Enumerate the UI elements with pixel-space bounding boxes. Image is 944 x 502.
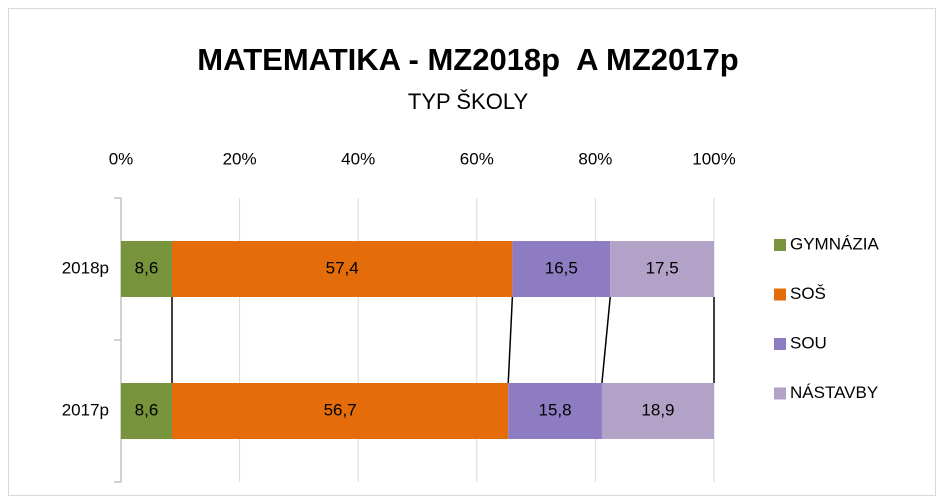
x-tick-label: 80% (578, 149, 612, 168)
data-label: 8,6 (135, 258, 159, 277)
chart-title: MATEMATIKA - MZ2018p A MZ2017p (197, 42, 738, 77)
x-tick-label: 40% (341, 149, 375, 168)
bar-segment (121, 383, 172, 439)
series-line (601, 296, 611, 384)
bar-segment (171, 383, 509, 439)
bar-segment (508, 383, 602, 439)
data-label: 15,8 (539, 400, 572, 419)
legend-swatch (774, 338, 786, 350)
data-label: 17,5 (646, 258, 679, 277)
legend-label: SOU (790, 333, 827, 352)
bar-segment (512, 241, 611, 297)
data-label: 8,6 (135, 400, 159, 419)
bar-segment (171, 241, 513, 297)
series-line (507, 296, 514, 384)
bar-segment (121, 241, 172, 297)
legend-swatch (774, 387, 786, 400)
chart-subtitle: TYP ŠKOLY (408, 89, 529, 114)
legend-swatch (774, 288, 786, 301)
data-label: 18,9 (641, 400, 674, 419)
y-tick-label: 2018p (62, 258, 109, 277)
legend-label: NÁSTAVBY (790, 383, 878, 402)
x-tick-label: 20% (223, 149, 257, 168)
legend-swatch (774, 239, 786, 251)
legend-label: SOŠ (790, 284, 826, 303)
x-tick-label: 0% (109, 149, 134, 168)
data-label: 57,4 (326, 258, 359, 277)
bar-segment (610, 241, 714, 297)
data-label: 16,5 (545, 258, 578, 277)
x-tick-label: 60% (460, 149, 494, 168)
legend-label: GYMNÁZIA (790, 234, 879, 253)
y-tick-label: 2017p (62, 400, 109, 419)
x-tick-label: 100% (692, 149, 735, 168)
data-label: 56,7 (324, 400, 357, 419)
bar-segment (601, 383, 714, 439)
